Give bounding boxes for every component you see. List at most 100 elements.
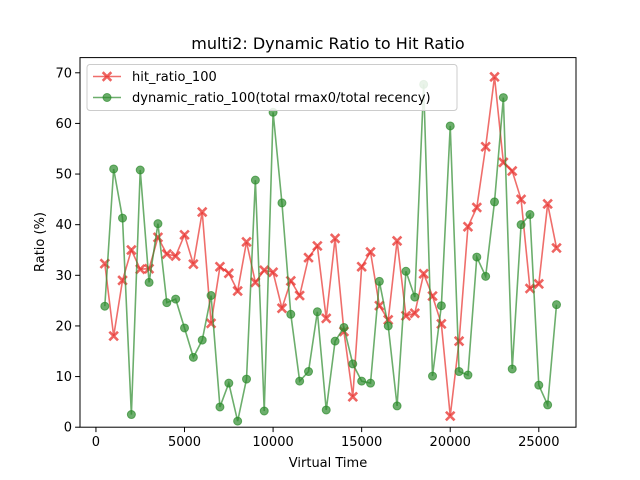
data-point	[348, 359, 358, 369]
series-2	[100, 79, 562, 426]
data-point	[144, 277, 154, 287]
data-point	[330, 336, 340, 346]
data-point	[472, 252, 482, 262]
data-point	[295, 376, 305, 386]
x-tick-label: 5000	[168, 435, 201, 450]
x-tick-label: 0	[92, 435, 100, 450]
data-point	[214, 261, 226, 272]
data-point	[134, 263, 146, 275]
data-point	[196, 206, 208, 218]
data-point	[241, 236, 252, 248]
data-point	[267, 267, 279, 278]
data-point	[339, 322, 349, 332]
data-point	[401, 266, 411, 276]
data-point	[223, 268, 235, 279]
data-point	[542, 198, 553, 210]
data-point	[534, 380, 544, 390]
data-point	[188, 258, 199, 270]
y-tick-label: 30	[55, 269, 72, 284]
data-point	[445, 121, 455, 131]
data-point	[250, 175, 260, 185]
chart-title: multi2: Dynamic Ratio to Hit Ratio	[191, 34, 464, 53]
y-axis: 0 10 20 30 40 50 60 70	[55, 66, 80, 436]
x-tick-label: 20000	[430, 435, 471, 450]
data-point	[277, 198, 287, 208]
data-point	[418, 268, 429, 280]
data-point	[258, 265, 270, 276]
data-point	[490, 197, 500, 207]
data-point	[552, 300, 562, 310]
series-line	[104, 84, 558, 422]
y-tick-label: 40	[55, 218, 72, 233]
data-point	[109, 164, 119, 174]
data-point	[516, 220, 526, 230]
legend-marker	[101, 71, 113, 82]
data-point	[383, 321, 393, 331]
data-point	[391, 235, 403, 247]
data-point	[374, 276, 384, 286]
y-tick-label: 60	[55, 117, 72, 132]
data-point	[312, 307, 322, 317]
data-point	[366, 378, 376, 388]
data-point	[161, 248, 173, 260]
data-point	[409, 308, 421, 319]
x-axis: 0 5000 10000 15000 20000 25000	[92, 427, 559, 450]
data-point	[108, 330, 119, 342]
legend-entry: dynamic_ratio_100(total rmax0/total rece…	[93, 91, 431, 106]
data-point	[392, 401, 402, 411]
data-point	[179, 229, 190, 241]
data-point	[206, 291, 216, 301]
legend-entry: hit_ratio_100	[93, 70, 217, 85]
x-tick-label: 10000	[252, 435, 293, 450]
data-point	[224, 378, 234, 388]
data-point	[515, 194, 527, 205]
y-tick-label: 10	[55, 370, 72, 385]
data-point	[347, 391, 359, 403]
data-point	[118, 213, 128, 223]
data-point	[233, 416, 243, 426]
y-tick-label: 50	[55, 168, 72, 183]
data-point	[250, 277, 261, 288]
data-point	[232, 285, 243, 297]
series-line	[104, 76, 558, 417]
y-tick-label: 0	[64, 421, 72, 436]
x-axis-label: Virtual Time	[289, 456, 367, 471]
data-point	[286, 309, 296, 319]
y-axis-label: Ratio (%)	[33, 212, 48, 272]
data-point	[454, 367, 464, 377]
data-point	[100, 301, 110, 311]
data-point	[303, 252, 314, 263]
x-tick-label: 15000	[341, 435, 382, 450]
data-point	[304, 367, 314, 377]
data-point	[320, 313, 332, 324]
legend-marker	[102, 93, 112, 102]
data-point	[329, 233, 341, 244]
data-point	[436, 301, 446, 311]
data-point	[126, 410, 136, 420]
data-point	[533, 278, 545, 290]
data-point	[471, 202, 483, 213]
series-layer	[99, 71, 562, 426]
data-point	[506, 165, 518, 177]
legend-box	[86, 64, 458, 111]
legend: hit_ratio_100 dynamic_ratio_100(total rma…	[86, 64, 458, 111]
data-point	[481, 271, 491, 281]
data-point	[276, 302, 288, 314]
data-point	[498, 93, 508, 103]
data-point	[171, 294, 181, 304]
data-point	[524, 283, 536, 294]
data-point	[180, 323, 190, 333]
data-point	[463, 370, 473, 380]
data-point	[242, 374, 252, 384]
data-point	[489, 71, 500, 83]
data-point	[410, 292, 420, 302]
legend-label: dynamic_ratio_100(total rmax0/total rece…	[132, 91, 431, 106]
data-point	[162, 298, 172, 308]
legend-label: hit_ratio_100	[132, 70, 217, 85]
y-tick-label: 70	[55, 66, 72, 81]
y-tick-label: 20	[55, 319, 72, 334]
data-point	[525, 210, 535, 220]
data-point	[135, 165, 145, 175]
data-point	[294, 290, 305, 301]
data-point	[126, 244, 137, 256]
